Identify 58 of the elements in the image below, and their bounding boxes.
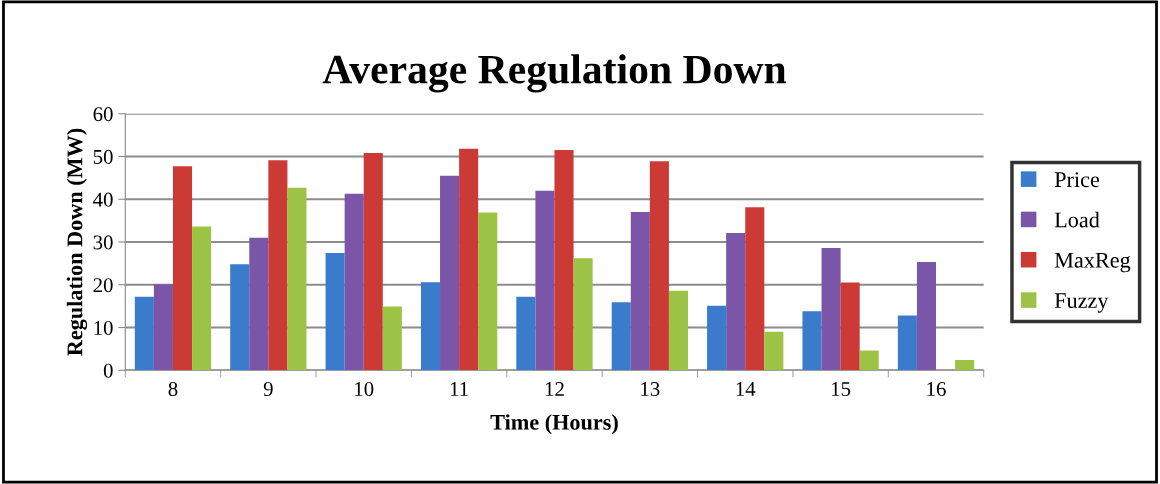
x-tick-label: 9 xyxy=(263,382,273,397)
x-tick-label: 15 xyxy=(832,382,851,397)
bar xyxy=(516,296,536,371)
bar xyxy=(440,175,460,371)
bar xyxy=(611,302,631,371)
bar xyxy=(630,212,650,371)
bar xyxy=(382,306,402,371)
bar xyxy=(420,282,441,371)
chart-title: Average Regulation Down xyxy=(322,54,787,93)
y-tick-label: 10 xyxy=(94,320,113,335)
bar xyxy=(192,226,212,371)
bar xyxy=(764,331,784,371)
bar xyxy=(573,258,593,371)
y-tick-label: 0 xyxy=(103,363,113,378)
bar xyxy=(955,360,975,371)
bar xyxy=(726,233,746,371)
y-tick-label: 40 xyxy=(93,192,113,207)
bar xyxy=(478,212,498,371)
x-tick-label: 11 xyxy=(450,382,468,396)
bar xyxy=(287,187,307,371)
bar xyxy=(268,160,288,371)
legend-label: Load xyxy=(1054,211,1100,228)
bar xyxy=(897,315,917,371)
bar xyxy=(535,190,555,371)
y-tick-label: 20 xyxy=(93,278,113,293)
bar xyxy=(821,247,841,371)
bar xyxy=(230,264,250,371)
x-axis-title: Time (Hours) xyxy=(490,414,618,435)
x-tick-label: 8 xyxy=(168,381,178,397)
y-tick-label: 60 xyxy=(93,107,113,122)
bar xyxy=(745,207,765,371)
x-tick-label: 13 xyxy=(641,382,660,397)
legend-label: MaxReg xyxy=(1054,252,1131,273)
x-tick-label: 16 xyxy=(927,382,946,397)
bar xyxy=(840,282,860,371)
y-tick-label: 50 xyxy=(93,149,113,164)
bar xyxy=(859,350,879,371)
legend-label: Fuzzy xyxy=(1054,293,1109,313)
bar xyxy=(554,150,574,371)
bar xyxy=(134,296,154,371)
bar xyxy=(459,148,479,371)
y-tick-label: 30 xyxy=(93,235,113,250)
bar xyxy=(344,193,364,371)
legend-label: Price xyxy=(1054,172,1100,188)
bar xyxy=(802,311,822,371)
bar xyxy=(668,290,689,371)
x-tick-label: 10 xyxy=(355,381,374,397)
bar xyxy=(363,153,383,371)
bar xyxy=(325,253,345,371)
y-axis-title: Regulation Down (MW) xyxy=(66,128,88,356)
bar xyxy=(916,262,936,371)
x-tick-label: 14 xyxy=(736,382,756,396)
bar xyxy=(249,237,269,371)
bar xyxy=(153,284,173,371)
bar xyxy=(649,161,669,371)
x-tick-label: 12 xyxy=(545,382,564,396)
bar xyxy=(172,166,193,371)
bar xyxy=(707,305,727,371)
